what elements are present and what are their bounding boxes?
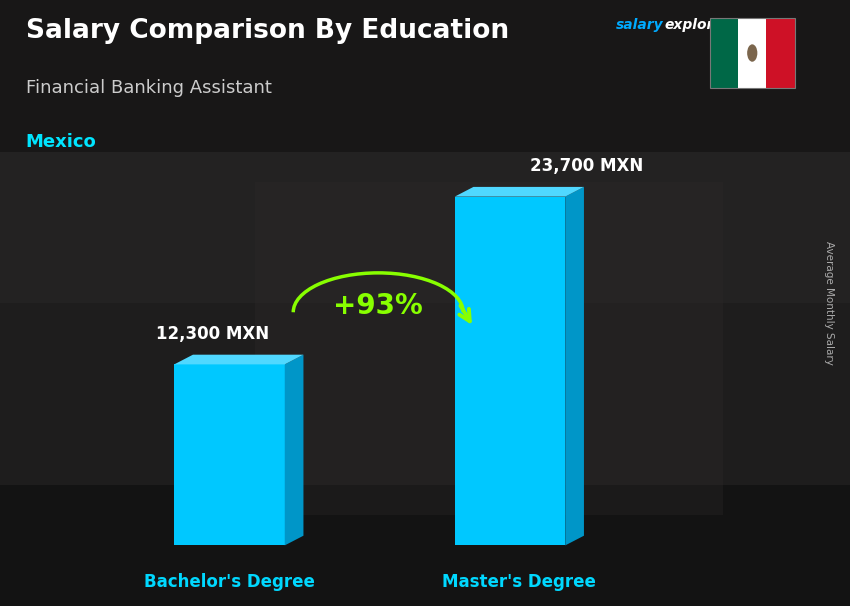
Text: 23,700 MXN: 23,700 MXN	[530, 157, 643, 175]
Text: salary: salary	[616, 18, 664, 32]
Bar	[710, 18, 738, 88]
Polygon shape	[565, 187, 584, 545]
Text: Master's Degree: Master's Degree	[442, 573, 597, 591]
Bar	[0, 303, 850, 485]
Polygon shape	[285, 355, 303, 545]
Text: Financial Banking Assistant: Financial Banking Assistant	[26, 79, 271, 97]
Text: Salary Comparison By Education: Salary Comparison By Education	[26, 18, 508, 44]
Bar	[455, 196, 565, 545]
Ellipse shape	[747, 44, 757, 62]
Bar	[710, 18, 795, 88]
Bar	[0, 0, 850, 152]
Bar	[174, 364, 285, 545]
Bar	[0, 152, 850, 303]
Bar	[255, 182, 722, 515]
Bar	[738, 18, 767, 88]
Text: +93%: +93%	[333, 292, 423, 320]
Bar	[0, 485, 850, 606]
Text: Bachelor's Degree: Bachelor's Degree	[144, 573, 315, 591]
Polygon shape	[455, 187, 584, 196]
Text: 12,300 MXN: 12,300 MXN	[156, 325, 269, 342]
Polygon shape	[174, 355, 303, 364]
Text: explorer.com: explorer.com	[665, 18, 766, 32]
Text: Average Monthly Salary: Average Monthly Salary	[824, 241, 834, 365]
Text: Mexico: Mexico	[26, 133, 96, 152]
Bar	[767, 18, 795, 88]
